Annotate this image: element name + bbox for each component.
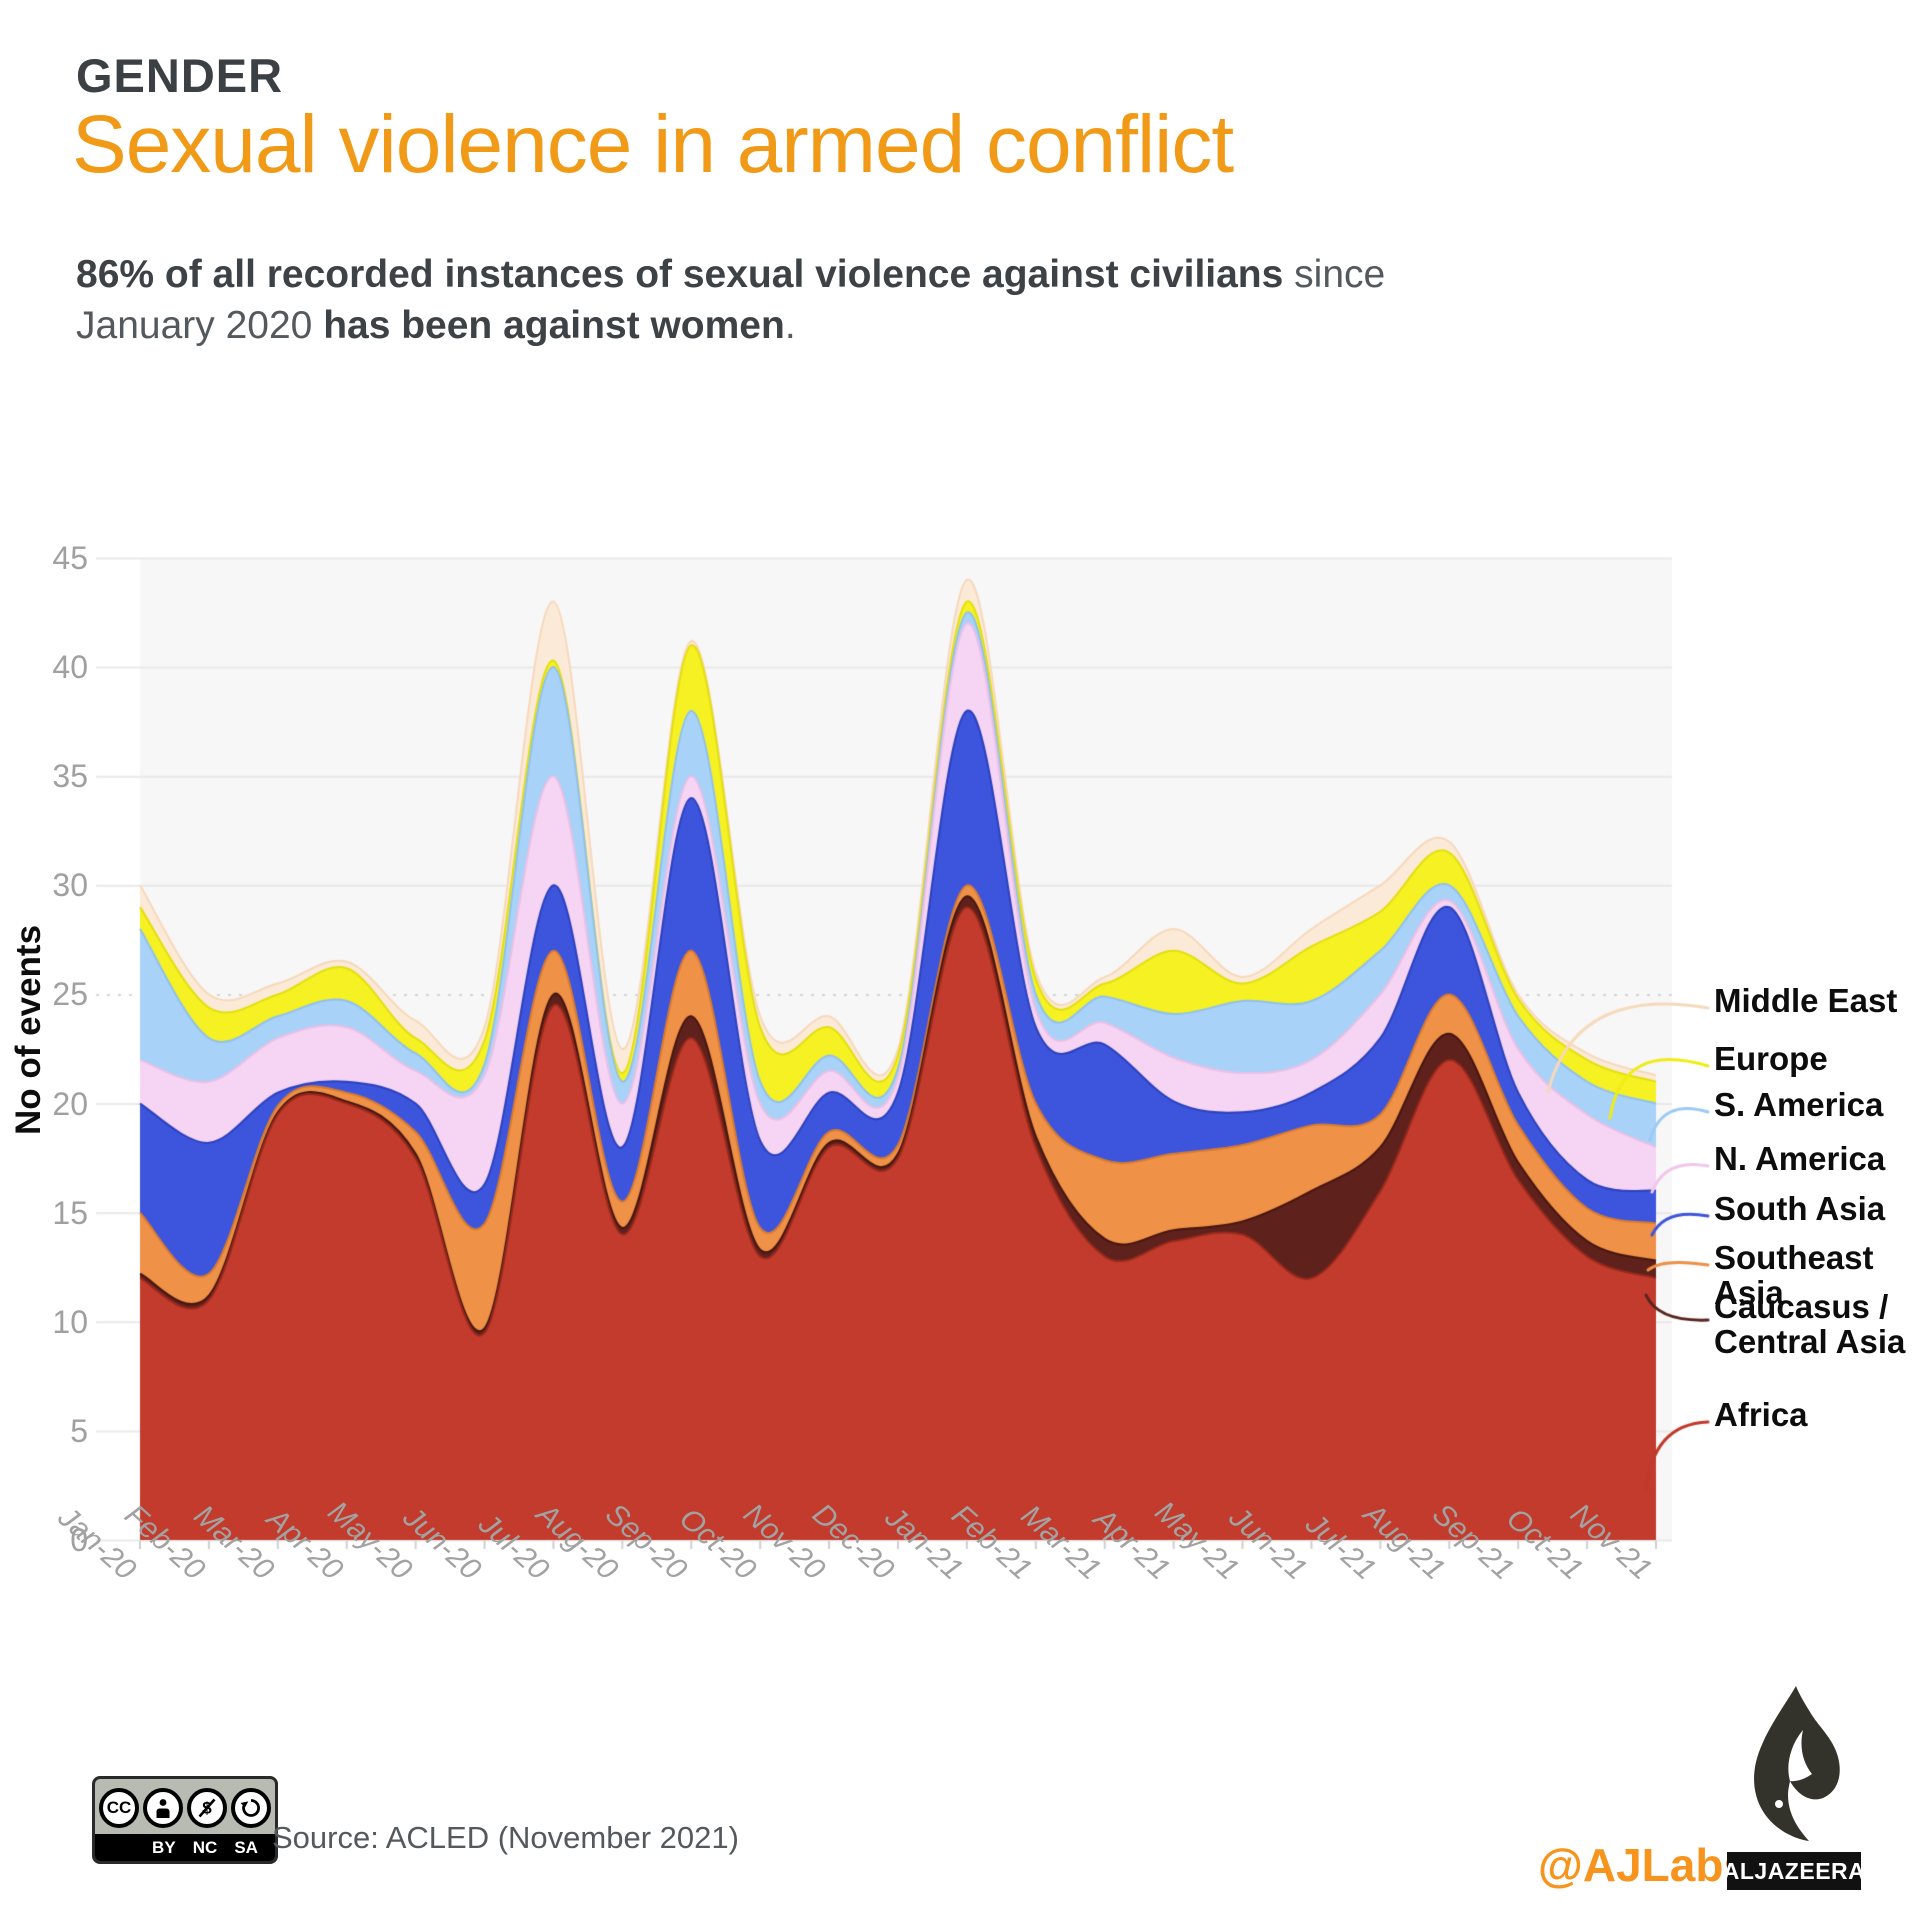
y-tick-label-20: 20	[52, 1085, 88, 1122]
subtitle-end: .	[784, 304, 796, 348]
cc-by-label: BY	[152, 1837, 176, 1857]
y-tick-label-10: 10	[52, 1303, 88, 1340]
legend-label-s-america: S. America	[1714, 1086, 1884, 1123]
non-commercial-icon: $	[187, 1788, 227, 1828]
subtitle-normal-2: January 2020	[76, 304, 324, 348]
share-alike-icon	[231, 1788, 271, 1828]
cc-icon: CC	[99, 1788, 139, 1828]
legend-label-n-america: N. America	[1714, 1140, 1886, 1177]
legend-label-south-asia: South Asia	[1714, 1190, 1886, 1227]
cc-strip: BY NC SA	[95, 1834, 275, 1861]
y-tick-label-30: 30	[52, 867, 88, 904]
cc-icons: CC $	[95, 1779, 275, 1837]
cc-nc-label: NC	[192, 1837, 218, 1857]
subtitle: 86% of all recorded instances of sexual …	[76, 249, 1696, 352]
legend-label-southeast-asia: Southeast Asia	[1714, 1239, 1874, 1311]
aljazeera-flame-logo	[1754, 1686, 1840, 1841]
creative-commons-badge: CC $ BY NC SA	[92, 1776, 278, 1864]
aljazeera-wordmark: ALJAZEERA	[1723, 1852, 1865, 1890]
y-tick-label-5: 5	[70, 1412, 88, 1449]
legend-label-europe: Europe	[1714, 1040, 1828, 1077]
legend-label-caucasus-central-asia: Caucasus / Central Asia	[1714, 1288, 1906, 1360]
legend-label-middle-east: Middle East	[1714, 982, 1898, 1019]
cc-sa-label: SA	[234, 1837, 258, 1857]
y-tick-label-40: 40	[52, 649, 88, 686]
y-tick-label-45: 45	[52, 540, 88, 576]
subtitle-normal-1: since	[1283, 253, 1386, 296]
y-tick-label-35: 35	[52, 758, 88, 795]
attribution-icon	[143, 1788, 183, 1828]
legend-label-africa: Africa	[1714, 1396, 1808, 1433]
kicker: GENDER	[76, 49, 284, 102]
y-tick-label-0: 0	[70, 1522, 88, 1558]
subtitle-bold-1: 86% of all recorded instances of sexual …	[76, 253, 1284, 296]
subtitle-bold-2: has been against women	[323, 304, 785, 348]
page-title: Sexual violence in armed conflict	[72, 99, 1234, 190]
source-attribution: Source: ACLED (November 2021)	[272, 1820, 739, 1855]
ajlabs-credit: @AJLabs	[1538, 1839, 1750, 1891]
y-tick-label-25: 25	[52, 976, 88, 1013]
y-tick-label-15: 15	[52, 1194, 88, 1231]
